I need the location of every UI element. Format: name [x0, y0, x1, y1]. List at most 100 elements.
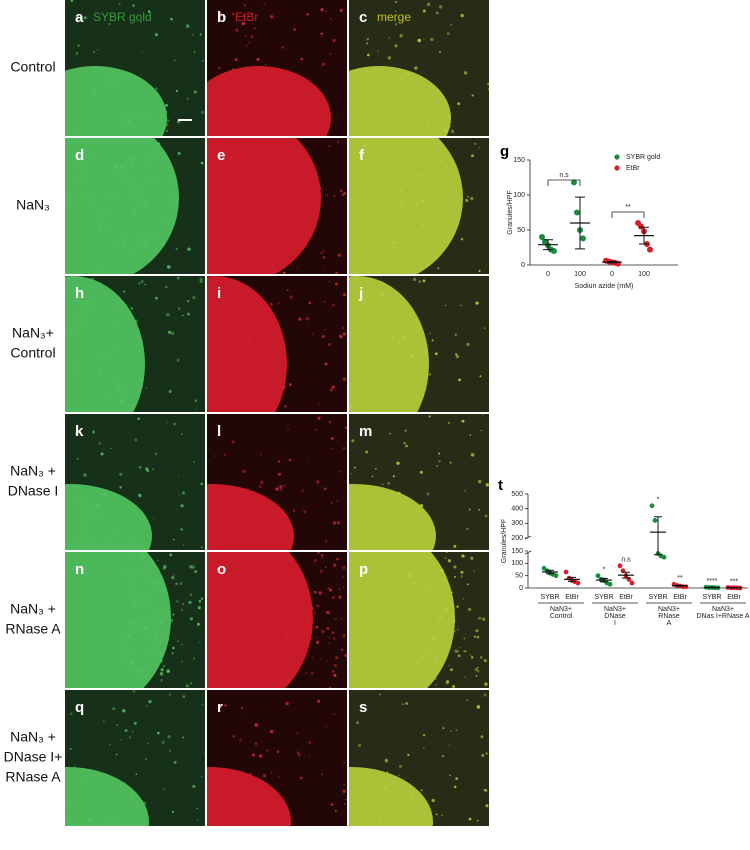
- granule: [456, 605, 459, 608]
- granule: [319, 569, 323, 573]
- error-bar: [654, 516, 662, 556]
- granule: [189, 593, 193, 597]
- nucleus: [349, 552, 455, 688]
- x-tick-label: SYBR: [702, 594, 721, 601]
- granule: [169, 749, 172, 752]
- granule: [444, 304, 447, 306]
- x-axis-label: Sodiun azide (mM): [575, 283, 634, 290]
- granule: [318, 403, 320, 405]
- granule: [476, 819, 479, 822]
- granule: [140, 280, 144, 284]
- granule: [423, 747, 425, 749]
- group-label: Control: [550, 613, 573, 620]
- granule: [119, 486, 122, 489]
- granule: [422, 9, 426, 13]
- nucleus: [65, 767, 149, 826]
- granule: [454, 333, 457, 337]
- granule: [70, 0, 74, 3]
- y-tick-label: 400: [511, 506, 523, 513]
- granule: [434, 352, 438, 356]
- data-point: [629, 580, 635, 586]
- granule: [218, 66, 221, 69]
- x-tick-label: 0: [546, 271, 550, 278]
- granule: [296, 731, 299, 735]
- granule: [394, 44, 398, 48]
- granule: [160, 668, 164, 672]
- granule: [193, 90, 197, 94]
- granule: [231, 440, 235, 444]
- granule: [192, 657, 196, 660]
- granule: [468, 508, 471, 511]
- granule: [320, 251, 324, 255]
- granule: [317, 699, 321, 703]
- granule: [152, 517, 155, 519]
- granule: [76, 16, 80, 19]
- granule: [454, 575, 456, 578]
- data-point: [563, 569, 569, 575]
- granule: [466, 195, 470, 199]
- nucleus: [207, 552, 313, 688]
- granule: [145, 705, 148, 707]
- granule: [182, 529, 184, 531]
- granule: [324, 329, 327, 331]
- granule: [201, 703, 204, 706]
- granule: [330, 437, 334, 440]
- panel-letter: p: [359, 561, 368, 578]
- granule: [254, 742, 258, 745]
- granule: [456, 628, 459, 631]
- nucleus: [65, 484, 152, 550]
- granule: [343, 761, 345, 764]
- granule: [288, 458, 292, 462]
- significance-bracket: [547, 179, 581, 186]
- granule: [242, 14, 245, 18]
- granule: [470, 556, 474, 560]
- granule: [344, 426, 347, 429]
- granule: [314, 428, 317, 431]
- significance-label: ****: [707, 578, 718, 585]
- granule: [313, 611, 317, 615]
- granule: [178, 494, 181, 496]
- row-label: NaN₃ +: [10, 463, 56, 479]
- granule: [342, 634, 346, 637]
- granule: [180, 608, 183, 611]
- granule: [232, 735, 235, 738]
- granule: [377, 50, 379, 52]
- granule: [182, 491, 185, 495]
- data-point: [649, 503, 655, 509]
- granule: [297, 753, 301, 757]
- group-label: NaN3+: [658, 606, 680, 613]
- granule: [186, 97, 189, 100]
- y-tick-label: 100: [511, 560, 523, 567]
- granule: [168, 693, 171, 696]
- granule: [474, 667, 478, 672]
- granule: [166, 265, 171, 269]
- x-tick-label: SYBR: [594, 594, 613, 601]
- granule: [326, 194, 329, 197]
- granule: [266, 749, 269, 752]
- granule: [323, 250, 325, 252]
- axis-break: [524, 535, 532, 540]
- granule: [394, 0, 397, 4]
- granule: [449, 774, 452, 777]
- granule: [124, 781, 126, 783]
- granule: [250, 13, 253, 15]
- nucleus: [65, 276, 145, 412]
- granule: [175, 582, 178, 586]
- granule: [92, 51, 95, 54]
- panel-letter: g: [500, 143, 509, 160]
- error-bar: [546, 569, 554, 575]
- granule: [327, 342, 332, 347]
- granule: [160, 679, 163, 682]
- granule: [333, 713, 336, 716]
- granule: [132, 690, 136, 693]
- granule: [471, 94, 474, 97]
- granule: [465, 650, 467, 653]
- legend-marker: [614, 165, 620, 171]
- granule: [385, 761, 388, 764]
- granule: [326, 659, 328, 662]
- granule: [134, 438, 138, 442]
- data-point: [553, 573, 559, 579]
- granule: [320, 8, 324, 12]
- granule: [109, 743, 111, 746]
